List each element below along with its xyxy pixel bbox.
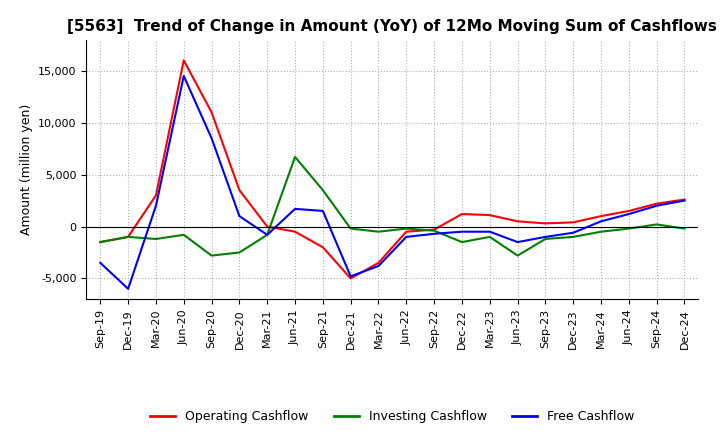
Line: Free Cashflow: Free Cashflow	[100, 76, 685, 289]
Free Cashflow	[513, 239, 522, 245]
Operating Cashflow	[179, 58, 188, 63]
Free Cashflow	[569, 230, 577, 235]
Investing Cashflow	[374, 229, 383, 235]
Investing Cashflow	[346, 226, 355, 231]
Operating Cashflow	[318, 245, 327, 250]
Investing Cashflow	[680, 226, 689, 231]
Free Cashflow	[624, 211, 633, 216]
Operating Cashflow	[152, 193, 161, 198]
Operating Cashflow	[597, 213, 606, 219]
Investing Cashflow	[513, 253, 522, 258]
Free Cashflow	[485, 229, 494, 235]
Operating Cashflow	[541, 221, 550, 226]
Investing Cashflow	[597, 229, 606, 235]
Operating Cashflow	[485, 213, 494, 218]
Investing Cashflow	[207, 253, 216, 258]
Investing Cashflow	[458, 239, 467, 245]
Investing Cashflow	[152, 236, 161, 242]
Free Cashflow	[152, 203, 161, 209]
Free Cashflow	[541, 234, 550, 239]
Free Cashflow	[124, 286, 132, 291]
Investing Cashflow	[96, 239, 104, 245]
Free Cashflow	[346, 274, 355, 279]
Operating Cashflow	[374, 260, 383, 265]
Title: [5563]  Trend of Change in Amount (YoY) of 12Mo Moving Sum of Cashflows: [5563] Trend of Change in Amount (YoY) o…	[68, 19, 717, 34]
Operating Cashflow	[124, 234, 132, 239]
Operating Cashflow	[624, 208, 633, 213]
Operating Cashflow	[96, 239, 104, 245]
Investing Cashflow	[569, 234, 577, 239]
Operating Cashflow	[291, 229, 300, 235]
Investing Cashflow	[541, 236, 550, 242]
Investing Cashflow	[179, 232, 188, 238]
Free Cashflow	[458, 229, 467, 235]
Investing Cashflow	[430, 228, 438, 233]
Free Cashflow	[96, 260, 104, 265]
Free Cashflow	[318, 208, 327, 213]
Free Cashflow	[235, 213, 243, 219]
Line: Operating Cashflow: Operating Cashflow	[100, 60, 685, 279]
Operating Cashflow	[680, 197, 689, 202]
Free Cashflow	[402, 234, 410, 239]
Operating Cashflow	[235, 187, 243, 193]
Free Cashflow	[680, 198, 689, 203]
Operating Cashflow	[458, 211, 467, 216]
Operating Cashflow	[263, 224, 271, 229]
Investing Cashflow	[263, 232, 271, 238]
Investing Cashflow	[652, 222, 661, 227]
Operating Cashflow	[402, 229, 410, 235]
Investing Cashflow	[291, 154, 300, 160]
Free Cashflow	[374, 263, 383, 268]
Operating Cashflow	[569, 220, 577, 225]
Free Cashflow	[597, 219, 606, 224]
Line: Investing Cashflow: Investing Cashflow	[100, 157, 685, 256]
Investing Cashflow	[235, 250, 243, 255]
Y-axis label: Amount (million yen): Amount (million yen)	[19, 104, 32, 235]
Operating Cashflow	[346, 276, 355, 281]
Operating Cashflow	[652, 201, 661, 206]
Operating Cashflow	[207, 110, 216, 115]
Investing Cashflow	[124, 234, 132, 239]
Investing Cashflow	[402, 226, 410, 231]
Free Cashflow	[652, 203, 661, 209]
Free Cashflow	[179, 73, 188, 79]
Free Cashflow	[263, 232, 271, 238]
Investing Cashflow	[485, 234, 494, 239]
Free Cashflow	[207, 136, 216, 141]
Legend: Operating Cashflow, Investing Cashflow, Free Cashflow: Operating Cashflow, Investing Cashflow, …	[145, 405, 639, 428]
Operating Cashflow	[513, 219, 522, 224]
Operating Cashflow	[430, 227, 438, 232]
Free Cashflow	[291, 206, 300, 212]
Investing Cashflow	[318, 187, 327, 193]
Investing Cashflow	[624, 226, 633, 231]
Free Cashflow	[430, 231, 438, 236]
